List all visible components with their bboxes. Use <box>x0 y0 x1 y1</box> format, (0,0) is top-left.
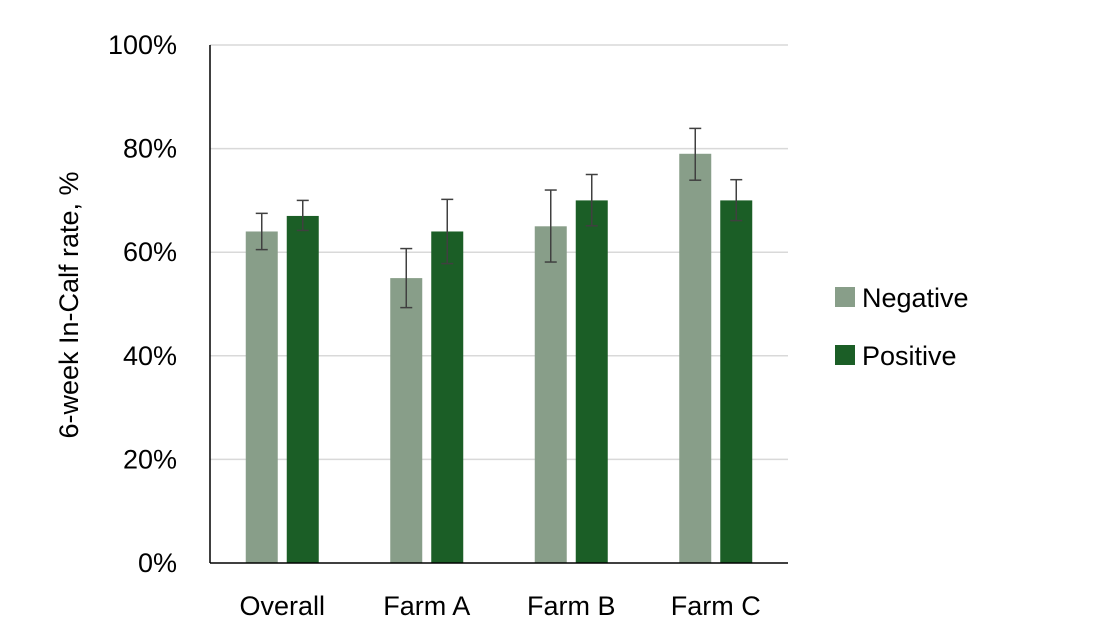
x-tick-labels: Overall Farm A Farm B Farm C <box>239 591 760 621</box>
bar-negative-0 <box>245 231 278 564</box>
bar-negative-3 <box>679 153 712 563</box>
x-tick-label: Overall <box>239 591 325 621</box>
y-tick-label: 100% <box>108 30 177 60</box>
x-tick-label: Farm B <box>527 591 616 621</box>
y-tick-labels: 0% 20% 40% 60% 80% 100% <box>108 30 177 578</box>
y-axis-title: 6-week In-Calf rate, % <box>54 171 84 438</box>
x-tick-label: Farm C <box>671 591 761 621</box>
legend-swatch-positive <box>835 345 855 365</box>
legend-swatch-negative <box>835 287 855 307</box>
bar-positive-1 <box>431 231 464 564</box>
legend-label-positive: Positive <box>862 341 957 371</box>
y-tick-label: 60% <box>123 237 177 267</box>
error-bars <box>255 127 743 309</box>
legend: Negative Positive <box>835 283 969 371</box>
y-tick-label: 0% <box>138 548 177 578</box>
bar-positive-2 <box>575 200 608 563</box>
y-tick-label: 20% <box>123 444 177 474</box>
axes <box>209 45 788 564</box>
bar-negative-2 <box>534 226 567 564</box>
bar-negative-1 <box>390 278 423 563</box>
bar-positive-0 <box>286 215 319 563</box>
y-tick-label: 80% <box>123 134 177 164</box>
y-tick-label: 40% <box>123 341 177 371</box>
bar-positive-3 <box>720 200 753 563</box>
bars <box>245 153 753 564</box>
x-tick-label: Farm A <box>383 591 470 621</box>
legend-label-negative: Negative <box>862 283 969 313</box>
